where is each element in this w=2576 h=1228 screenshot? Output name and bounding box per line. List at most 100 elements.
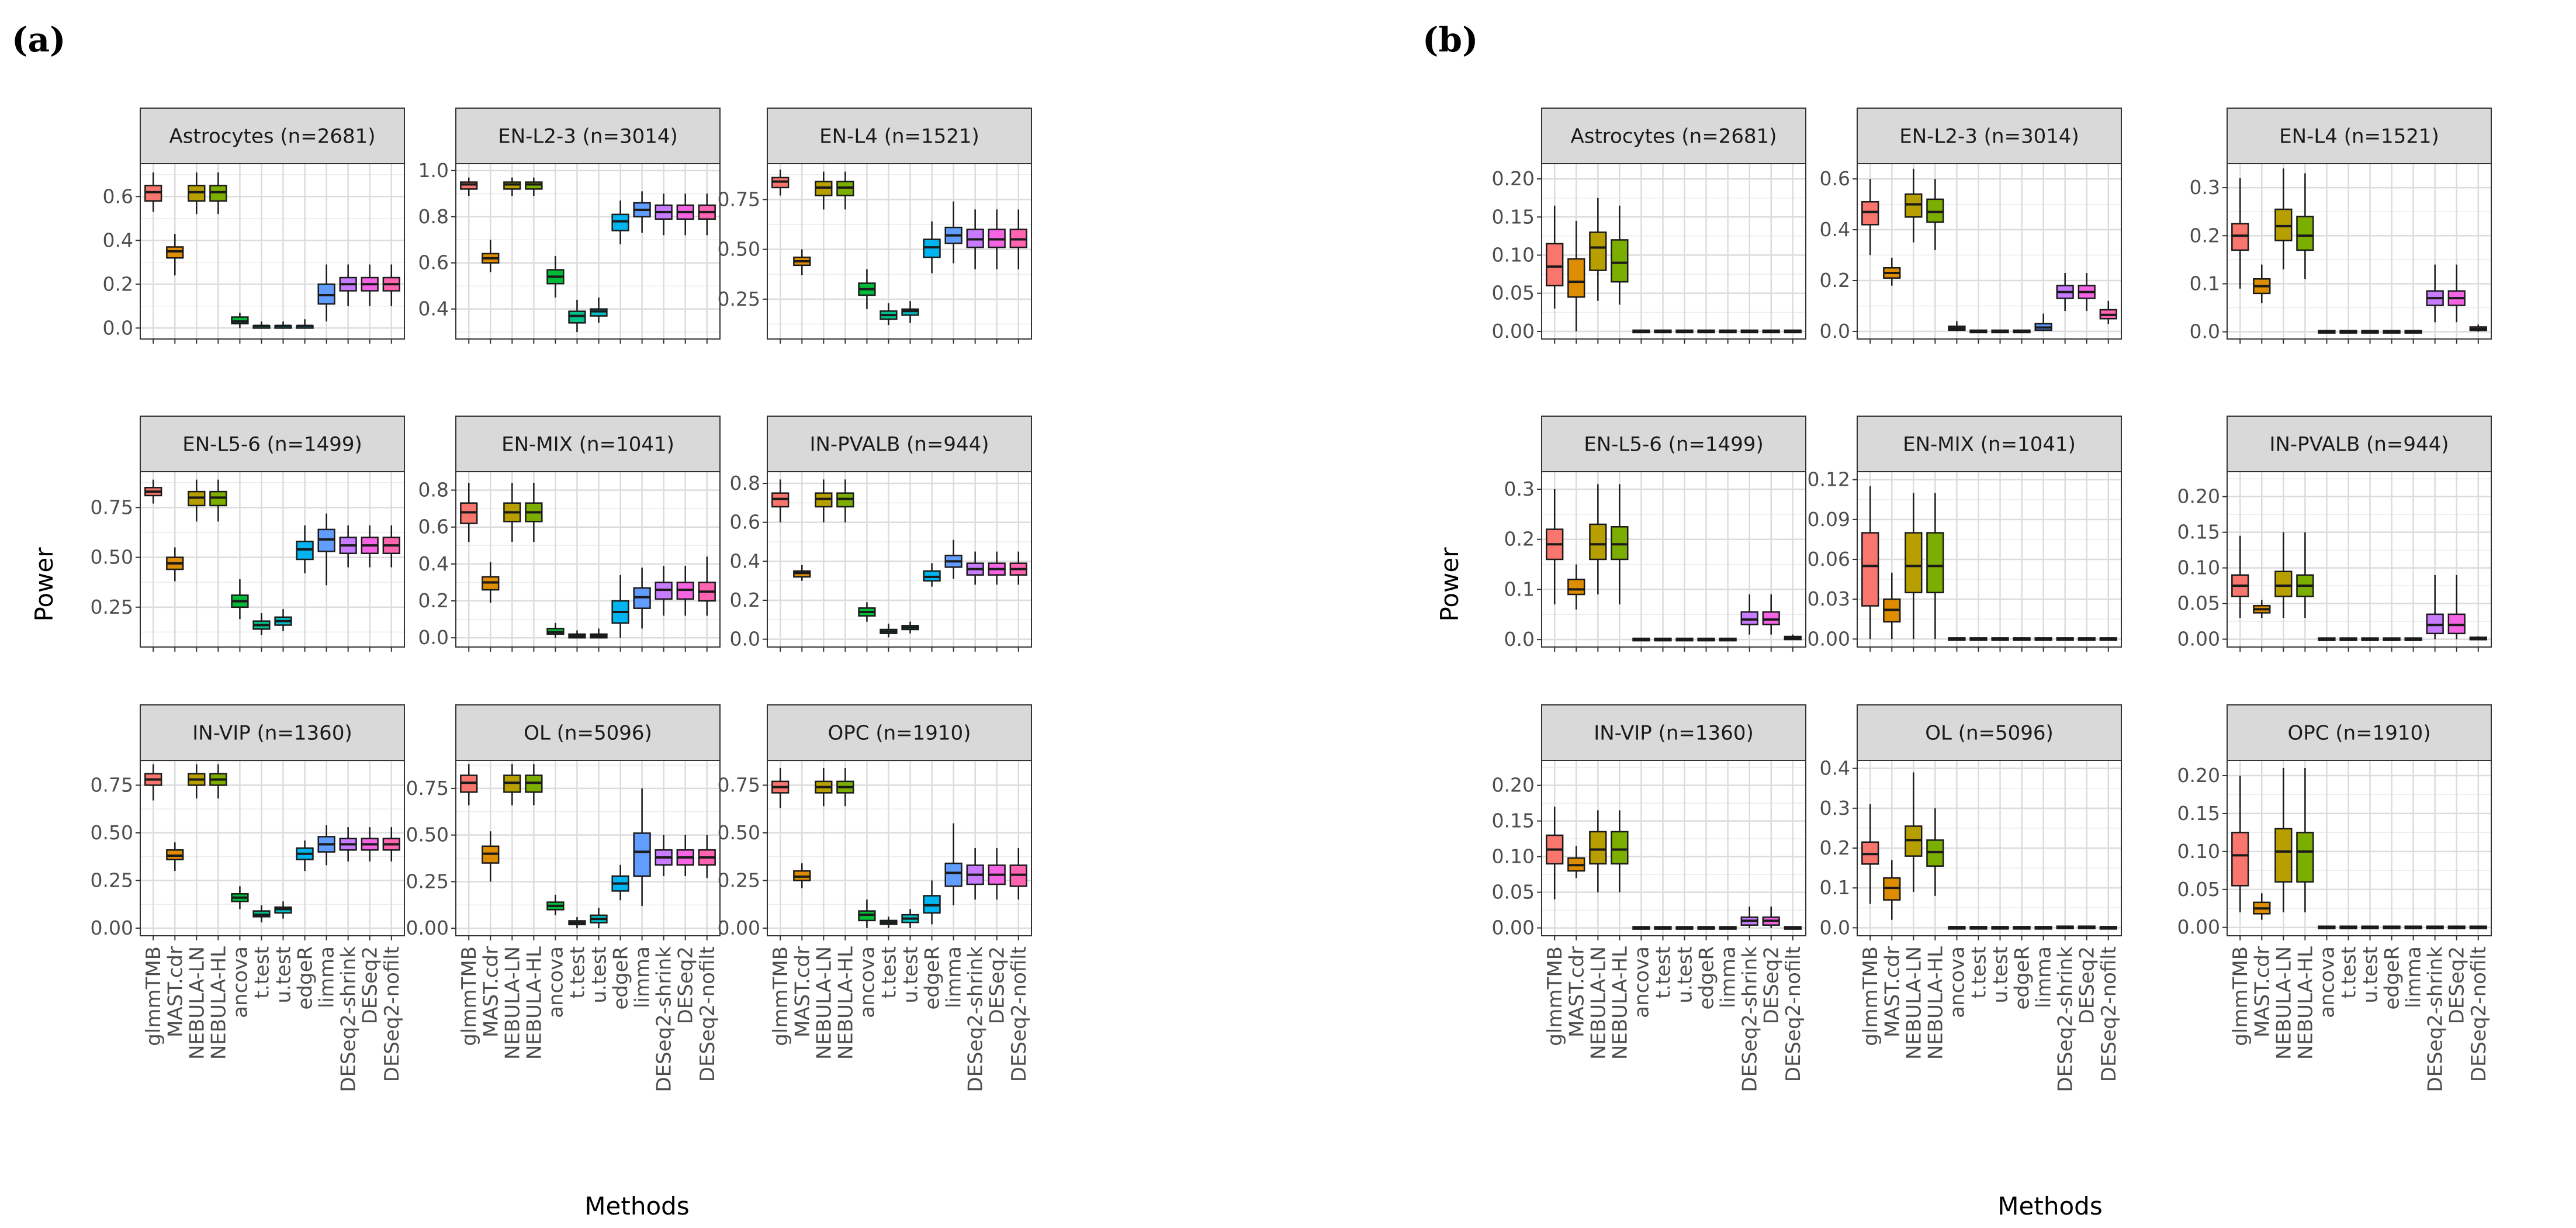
x-tick-label: ancova xyxy=(2315,946,2339,1018)
y-tick-label: 0.75 xyxy=(91,773,133,796)
box-edgeR xyxy=(1697,926,1715,930)
x-tick-label: DESeq2-shrink xyxy=(2424,946,2447,1092)
box-DESeq2 xyxy=(988,848,1006,900)
facet-title: EN-MIX (n=1041) xyxy=(1903,433,2076,456)
box-DESeq2-nofilt xyxy=(2469,324,2487,332)
box-NEBULA-HL xyxy=(1611,205,1629,305)
box-MAST.cdr xyxy=(1567,846,1585,878)
box-NEBULA-HL xyxy=(836,479,854,523)
x-tick-label: DESeq2-nofilt xyxy=(696,946,719,1082)
box-MAST.cdr xyxy=(2253,600,2271,618)
y-tick-label: 0.3 xyxy=(1820,797,1850,819)
plot-border xyxy=(455,760,721,936)
box-u.test xyxy=(590,908,608,929)
facet-a-3: EN-L5-6 (n=1499) 0.25 0.50 0.75 xyxy=(91,416,405,652)
y-tick-label: 0.0 xyxy=(2190,320,2220,343)
x-tick-label: DESeq2-nofilt xyxy=(1007,946,1031,1082)
y-tick-label: 0.25 xyxy=(91,869,133,891)
box-MAST.cdr xyxy=(1883,860,1901,920)
box-limma xyxy=(2034,313,2052,331)
plot-border xyxy=(2227,760,2492,936)
box-DESeq2-shrink xyxy=(655,566,673,616)
box-DESeq2 xyxy=(676,835,694,876)
plot-area xyxy=(456,164,720,339)
box-DESeq2 xyxy=(2078,272,2096,312)
x-tick-label: edgeR xyxy=(610,946,633,1010)
x-tick-label: edgeR xyxy=(2011,946,2034,1010)
y-tick-label: 0.6 xyxy=(103,185,133,207)
box-u.test xyxy=(1675,329,1694,334)
box-edgeR xyxy=(2383,330,2401,334)
box-NEBULA-HL xyxy=(836,171,854,210)
y-tick-label: 0.2 xyxy=(1504,528,1535,551)
y-tick-label: 0.75 xyxy=(91,496,133,518)
y-tick-label: 0.2 xyxy=(1820,836,1850,859)
plot-area xyxy=(767,760,1031,936)
box-u.test xyxy=(590,297,608,323)
x-tick-label: edgeR xyxy=(1695,946,1719,1010)
box-body xyxy=(1905,193,1923,218)
plot-border xyxy=(1857,471,2122,648)
plot-border xyxy=(2227,471,2492,648)
x-tick-label: MAST.cdr xyxy=(479,946,503,1037)
box-t.test xyxy=(1654,329,1672,334)
box-DESeq2-nofilt xyxy=(2099,300,2117,324)
box-MAST.cdr xyxy=(166,547,184,582)
y-tick-label: 0.8 xyxy=(418,205,449,228)
box-DESeq2 xyxy=(988,209,1006,269)
x-tick-label: MAST.cdr xyxy=(1881,946,1904,1037)
x-tick-label: u.test xyxy=(899,946,923,1004)
y-tick-label: 0.6 xyxy=(418,516,449,538)
x-tick-label: DESeq2 xyxy=(986,946,1009,1024)
x-axis-title-b: Methods xyxy=(1997,1192,2102,1220)
box-glmmTMB xyxy=(2231,178,2249,289)
x-tick-label: DESeq2-shrink xyxy=(653,946,676,1092)
box-limma xyxy=(317,264,335,321)
box-edgeR xyxy=(923,221,941,274)
box-DESeq2-shrink xyxy=(1740,907,1758,928)
box-u.test xyxy=(901,301,919,323)
plot-border xyxy=(1857,760,2122,936)
y-tick-label: 0.06 xyxy=(1808,548,1850,570)
box-edgeR xyxy=(2013,329,2031,334)
x-tick-label: u.test xyxy=(272,946,296,1004)
x-tick-label: ancova xyxy=(856,946,879,1018)
box-DESeq2-nofilt xyxy=(2469,636,2487,641)
y-tick-label: 0.50 xyxy=(91,821,133,844)
x-tick-label: ancova xyxy=(1630,946,1653,1018)
box-NEBULA-HL xyxy=(209,172,227,215)
box-limma xyxy=(2034,926,2052,930)
facet-title: EN-L4 (n=1521) xyxy=(2279,125,2439,148)
box-body xyxy=(1611,526,1629,561)
y-tick-label: 0.1 xyxy=(2190,272,2220,295)
x-tick-label: NEBULA-LN xyxy=(185,946,209,1060)
y-tick-label: 0.50 xyxy=(406,824,449,846)
x-tick-label: DESeq2 xyxy=(2076,946,2099,1024)
box-DESeq2-nofilt xyxy=(382,525,400,568)
y-tick-label: 0.2 xyxy=(418,589,449,612)
y-tick-label: 0.2 xyxy=(1820,269,1850,292)
facet-strip xyxy=(1541,704,1806,761)
x-tick-label: t.test xyxy=(877,946,901,998)
box-t.test xyxy=(1654,926,1672,930)
y-tick-label: 0.03 xyxy=(1808,587,1850,610)
facet-strip xyxy=(1857,416,2122,472)
box-t.test xyxy=(568,299,586,333)
box-body xyxy=(1740,611,1758,625)
box-body xyxy=(1861,200,1879,226)
box-DESeq2-shrink xyxy=(655,835,673,876)
facet-strip xyxy=(455,108,721,164)
box-edgeR xyxy=(923,880,941,925)
box-DESeq2-shrink xyxy=(655,193,673,236)
box-ancova xyxy=(1948,637,1966,641)
y-tick-label: 0.15 xyxy=(1492,205,1535,228)
box-DESeq2-nofilt xyxy=(698,556,716,616)
box-DESeq2-shrink xyxy=(2426,925,2444,929)
box-u.test xyxy=(901,909,919,928)
box-DESeq2-nofilt xyxy=(1009,551,1027,585)
box-body xyxy=(1926,532,1944,594)
box-MAST.cdr xyxy=(482,831,500,882)
facet-b-1: EN-L2-3 (n=3014) 0.0 0.2 0.4 0.6 xyxy=(1820,108,2122,344)
x-tick-label: DESeq2-shrink xyxy=(337,946,361,1092)
facet-title: EN-L2-3 (n=3014) xyxy=(498,125,678,148)
